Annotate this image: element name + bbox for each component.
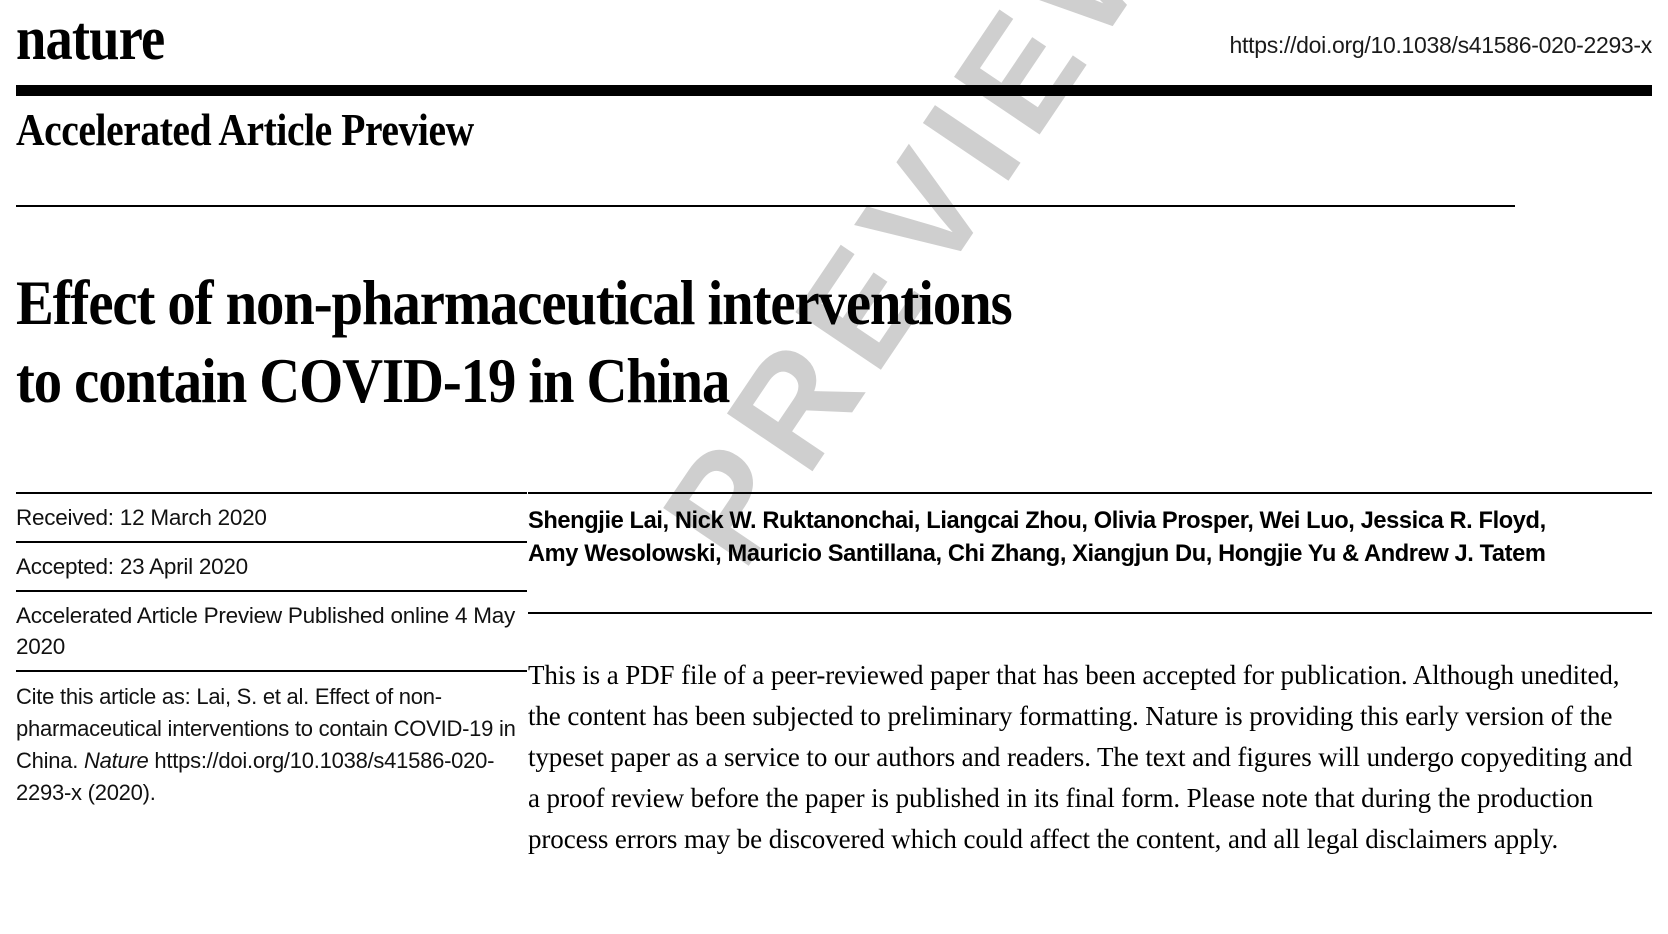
disclaimer-divider [528,612,1652,614]
article-column: Shengjie Lai, Nick W. Ruktanonchai, Lian… [528,492,1652,887]
masthead: nature https://doi.org/10.1038/s41586-02… [16,8,1652,80]
published-date: Accelerated Article Preview Published on… [16,603,516,659]
author-line-2: Amy Wesolowski, Mauricio Santillana, Chi… [528,540,1546,567]
author-list: Shengjie Lai, Nick W. Ruktanonchai, Lian… [528,494,1652,584]
author-line-1: Shengjie Lai, Nick W. Ruktanonchai, Lian… [528,507,1546,534]
citation-journal: Nature [83,748,149,773]
nature-logo: nature [16,5,165,73]
disclaimer-text: This is a PDF file of a peer-reviewed pa… [528,660,1633,854]
doi-link[interactable]: https://doi.org/10.1038/s41586-020-2293-… [1229,32,1653,58]
masthead-divider [16,85,1652,96]
citation-suffix: https://doi.org/10.1038/s41586-020-2293-… [16,748,495,805]
title-divider [16,205,1515,207]
title-line-2: to contain COVID-19 in China [16,346,730,417]
received-date: Received: 12 March 2020 [16,505,267,530]
accepted-date: Accepted: 23 April 2020 [16,554,248,579]
authors-divider [528,492,1652,494]
meta-divider-1 [16,492,527,494]
section-heading: Accelerated Article Preview [16,104,474,155]
metadata-column: Received: 12 March 2020 Accepted: 23 Apr… [16,492,527,817]
meta-divider-4 [16,670,527,672]
meta-divider-2 [16,541,527,543]
meta-divider-3 [16,590,527,592]
citation-prefix: Cite this article as: Lai, S. et al. Eff… [16,684,516,773]
citation-text: Cite this article as: Lai, S. et al. Eff… [16,672,527,817]
title-line-1: Effect of non-pharmaceutical interventio… [16,268,1013,339]
page-title: Effect of non-pharmaceutical interventio… [16,264,1636,420]
